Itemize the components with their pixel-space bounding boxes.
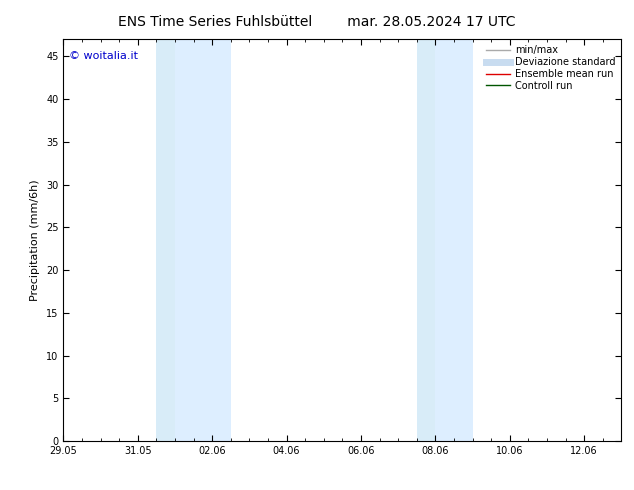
Bar [417, 39, 436, 441]
Bar [436, 39, 472, 441]
Text: ENS Time Series Fuhlsbüttel        mar. 28.05.2024 17 UTC: ENS Time Series Fuhlsbüttel mar. 28.05.2… [119, 15, 515, 29]
Bar [157, 39, 175, 441]
Bar [175, 39, 231, 441]
Text: © woitalia.it: © woitalia.it [69, 51, 138, 61]
Y-axis label: Precipitation (mm/6h): Precipitation (mm/6h) [30, 179, 41, 301]
Legend: min/max, Deviazione standard, Ensemble mean run, Controll run: min/max, Deviazione standard, Ensemble m… [482, 41, 619, 95]
